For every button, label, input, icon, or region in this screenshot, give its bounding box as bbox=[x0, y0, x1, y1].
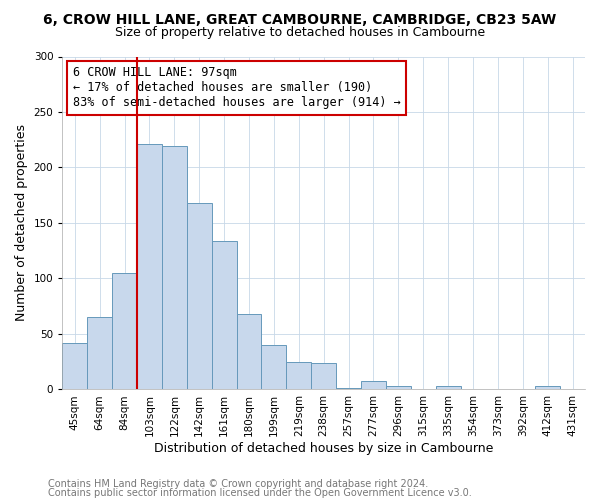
Bar bbox=[286, 362, 311, 390]
Bar bbox=[436, 386, 461, 390]
Bar bbox=[262, 345, 286, 390]
Text: Contains public sector information licensed under the Open Government Licence v3: Contains public sector information licen… bbox=[48, 488, 472, 498]
Text: Contains HM Land Registry data © Crown copyright and database right 2024.: Contains HM Land Registry data © Crown c… bbox=[48, 479, 428, 489]
Y-axis label: Number of detached properties: Number of detached properties bbox=[15, 124, 28, 322]
Bar bbox=[336, 388, 361, 390]
Bar bbox=[187, 203, 212, 390]
Bar bbox=[386, 386, 411, 390]
Bar bbox=[236, 314, 262, 390]
Bar bbox=[112, 273, 137, 390]
Bar bbox=[311, 363, 336, 390]
Bar bbox=[535, 386, 560, 390]
Text: 6 CROW HILL LANE: 97sqm
← 17% of detached houses are smaller (190)
83% of semi-d: 6 CROW HILL LANE: 97sqm ← 17% of detache… bbox=[73, 66, 401, 110]
Bar bbox=[62, 343, 87, 390]
Bar bbox=[137, 144, 162, 390]
Text: Size of property relative to detached houses in Cambourne: Size of property relative to detached ho… bbox=[115, 26, 485, 39]
Bar bbox=[212, 240, 236, 390]
Bar bbox=[361, 380, 386, 390]
Bar bbox=[87, 318, 112, 390]
X-axis label: Distribution of detached houses by size in Cambourne: Distribution of detached houses by size … bbox=[154, 442, 493, 455]
Bar bbox=[162, 146, 187, 390]
Text: 6, CROW HILL LANE, GREAT CAMBOURNE, CAMBRIDGE, CB23 5AW: 6, CROW HILL LANE, GREAT CAMBOURNE, CAMB… bbox=[43, 12, 557, 26]
